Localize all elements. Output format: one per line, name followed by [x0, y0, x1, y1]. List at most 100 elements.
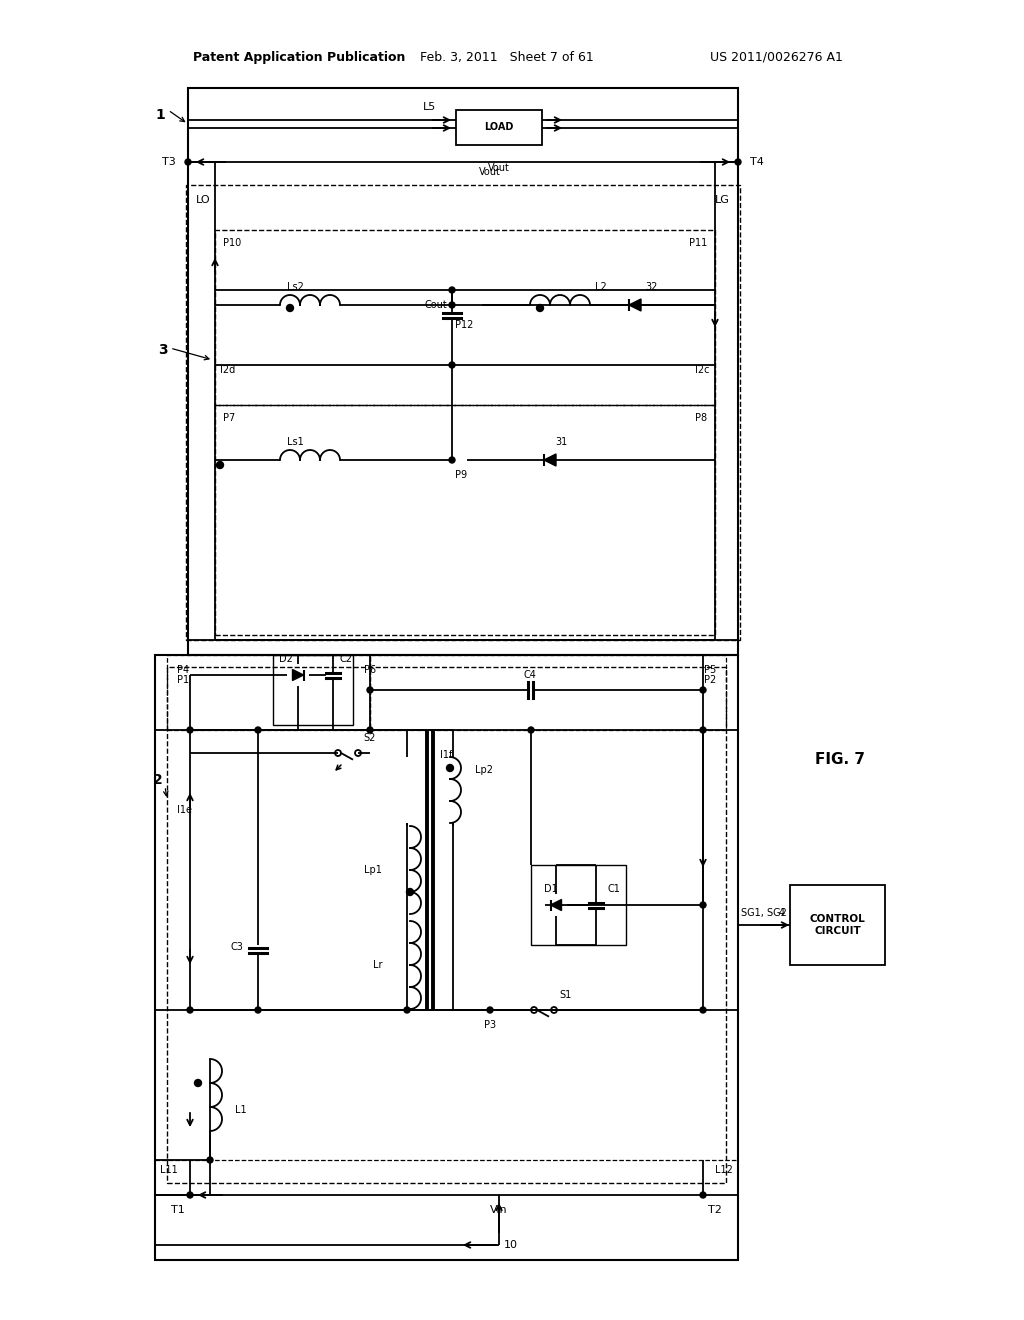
Circle shape [216, 462, 223, 469]
Text: T4: T4 [750, 157, 764, 168]
Bar [790, 884, 885, 965]
Text: I2d: I2d [220, 366, 236, 375]
Text: Vout: Vout [479, 168, 501, 177]
Circle shape [187, 727, 193, 733]
Bar [155, 655, 738, 1261]
Circle shape [185, 158, 191, 165]
Text: 3: 3 [158, 343, 168, 356]
Circle shape [735, 158, 741, 165]
Text: T3: T3 [162, 157, 176, 168]
Text: 32: 32 [645, 282, 657, 292]
Text: 31: 31 [555, 437, 567, 447]
Circle shape [700, 902, 706, 908]
Text: Vout: Vout [488, 162, 510, 173]
Text: P5: P5 [703, 665, 716, 675]
Text: T2: T2 [708, 1205, 722, 1214]
Text: T1: T1 [171, 1205, 185, 1214]
Text: P4: P4 [177, 665, 189, 675]
Text: L5: L5 [423, 102, 436, 112]
Text: D1: D1 [544, 884, 558, 894]
Text: L11: L11 [160, 1166, 178, 1175]
Text: US 2011/0026276 A1: US 2011/0026276 A1 [710, 50, 843, 63]
Text: C1: C1 [608, 884, 621, 894]
Bar [215, 230, 715, 405]
Bar [531, 865, 626, 945]
Circle shape [528, 727, 534, 733]
Polygon shape [544, 454, 556, 466]
Text: Ls1: Ls1 [287, 437, 303, 447]
Text: S1: S1 [559, 990, 571, 1001]
Text: I2c: I2c [695, 366, 710, 375]
Polygon shape [293, 669, 303, 681]
Circle shape [407, 888, 414, 895]
Bar [273, 655, 353, 725]
Text: L1: L1 [234, 1105, 247, 1115]
Circle shape [187, 1192, 193, 1199]
Text: D2: D2 [280, 653, 293, 664]
Text: P6: P6 [364, 665, 376, 675]
Bar [167, 655, 370, 730]
Text: C4: C4 [523, 671, 537, 680]
Bar [215, 405, 715, 635]
Text: LOAD: LOAD [484, 121, 514, 132]
Text: C3: C3 [230, 942, 243, 952]
Text: L2: L2 [595, 282, 607, 292]
Text: Ls2: Ls2 [287, 282, 303, 292]
Text: Cout: Cout [424, 300, 447, 310]
Circle shape [700, 727, 706, 733]
Text: CONTROL
CIRCUIT: CONTROL CIRCUIT [810, 915, 865, 936]
Text: I1e: I1e [177, 805, 193, 814]
Text: Patent Application Publication: Patent Application Publication [193, 50, 406, 63]
Circle shape [255, 727, 261, 733]
Text: FIG. 7: FIG. 7 [815, 752, 865, 767]
Text: P2: P2 [703, 675, 716, 685]
Text: L12: L12 [715, 1166, 733, 1175]
Circle shape [367, 686, 373, 693]
Polygon shape [551, 899, 561, 911]
Text: Feb. 3, 2011   Sheet 7 of 61: Feb. 3, 2011 Sheet 7 of 61 [420, 50, 594, 63]
Text: SG1, SG2: SG1, SG2 [741, 908, 786, 917]
Text: Lp2: Lp2 [475, 766, 493, 775]
Circle shape [404, 1007, 410, 1012]
Text: LO: LO [196, 195, 211, 205]
Text: LG: LG [715, 195, 730, 205]
Circle shape [207, 1158, 213, 1163]
Circle shape [449, 302, 455, 308]
Text: P10: P10 [223, 238, 242, 248]
Circle shape [700, 686, 706, 693]
Bar [456, 110, 542, 145]
Circle shape [446, 764, 454, 771]
Text: S2: S2 [362, 733, 376, 743]
Polygon shape [629, 300, 641, 312]
Text: P12: P12 [455, 319, 473, 330]
Text: Lr: Lr [373, 960, 382, 970]
Text: 10: 10 [504, 1239, 518, 1250]
Circle shape [367, 727, 373, 733]
Circle shape [537, 305, 544, 312]
Circle shape [700, 1007, 706, 1012]
Text: 4: 4 [779, 908, 785, 917]
Text: Vin: Vin [490, 1205, 508, 1214]
Circle shape [487, 1007, 493, 1012]
Bar [188, 88, 738, 655]
Circle shape [195, 1080, 202, 1086]
Circle shape [255, 1007, 261, 1012]
Text: I1f: I1f [440, 750, 453, 760]
Text: P11: P11 [689, 238, 707, 248]
Text: Lp1: Lp1 [365, 865, 382, 875]
Text: C2: C2 [340, 653, 353, 664]
Bar [370, 655, 726, 730]
Text: P9: P9 [455, 470, 467, 480]
Circle shape [700, 1192, 706, 1199]
Text: 1: 1 [155, 108, 165, 121]
Text: P3: P3 [484, 1020, 496, 1030]
Text: 2: 2 [154, 774, 163, 787]
Text: P7: P7 [223, 413, 236, 422]
Circle shape [187, 1007, 193, 1012]
Circle shape [449, 362, 455, 368]
Circle shape [449, 286, 455, 293]
Text: P1: P1 [177, 675, 189, 685]
Bar [186, 185, 740, 640]
Text: P8: P8 [695, 413, 707, 422]
Bar [167, 667, 726, 1183]
